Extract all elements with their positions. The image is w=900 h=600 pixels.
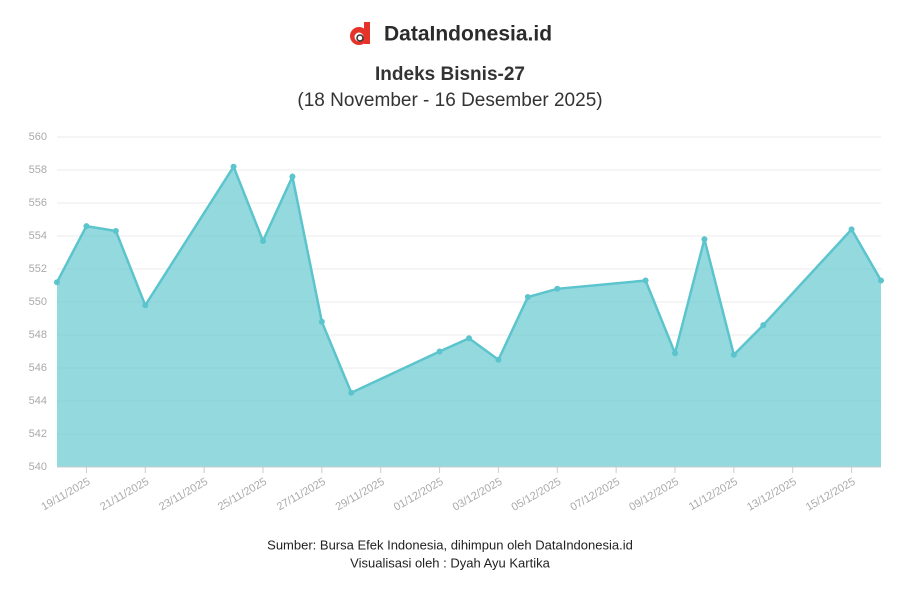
y-tick-label: 560	[29, 131, 47, 143]
chart-subtitle: (18 November - 16 Desember 2025)	[297, 90, 602, 111]
point	[112, 228, 119, 235]
point	[230, 163, 237, 170]
x-tick-label: 19/11/2025	[39, 476, 92, 514]
point	[524, 294, 531, 301]
point	[878, 277, 884, 284]
point	[848, 226, 855, 233]
x-tick-label: 15/12/2025	[804, 476, 858, 514]
point	[642, 277, 649, 284]
y-tick-label: 542	[29, 428, 47, 440]
y-tick-label: 556	[29, 197, 47, 209]
point	[348, 389, 355, 396]
credit: Visualisasi oleh : Dyah Ayu Kartika	[350, 555, 550, 570]
y-tick-label: 540	[29, 461, 47, 473]
x-tick-label: 25/11/2025	[216, 476, 269, 514]
y-tick-label: 548	[29, 329, 47, 341]
point	[760, 322, 767, 329]
point	[289, 173, 296, 180]
y-tick-label: 558	[29, 164, 47, 176]
point	[554, 285, 561, 292]
x-tick-label: 21/11/2025	[98, 476, 151, 514]
point	[54, 279, 60, 286]
y-tick-label: 550	[29, 296, 47, 308]
x-tick-label: 03/12/2025	[451, 476, 505, 514]
x-tick-label: 01/12/2025	[392, 476, 446, 514]
point	[142, 302, 149, 309]
point	[83, 223, 90, 230]
x-tick-label: 29/11/2025	[334, 476, 387, 514]
y-tick-label: 546	[29, 362, 47, 374]
point	[730, 351, 737, 358]
x-tick-label: 09/12/2025	[627, 476, 681, 514]
point	[495, 356, 502, 363]
y-tick-label: 544	[29, 395, 47, 407]
source: Sumber: Bursa Efek Indonesia, dihimpun o…	[267, 537, 633, 552]
point	[318, 318, 325, 325]
y-tick-label: 552	[29, 263, 47, 275]
point	[701, 236, 708, 243]
point	[672, 350, 678, 357]
point	[260, 237, 266, 244]
point	[436, 348, 443, 355]
x-tick-label: 13/12/2025	[745, 476, 799, 514]
logo	[350, 22, 370, 45]
x-tick-label: 11/12/2025	[687, 476, 740, 514]
y-tick-label: 554	[29, 230, 47, 242]
x-tick-label: 05/12/2025	[510, 476, 564, 514]
area	[57, 166, 881, 467]
chart-title: Indeks Bisnis-27	[375, 64, 525, 85]
x-tick-label: 23/11/2025	[157, 476, 210, 514]
point	[466, 335, 472, 342]
brand: DataIndonesia.id	[384, 23, 552, 46]
x-tick-label: 27/11/2025	[275, 476, 328, 514]
x-tick-label: 07/12/2025	[568, 476, 622, 514]
